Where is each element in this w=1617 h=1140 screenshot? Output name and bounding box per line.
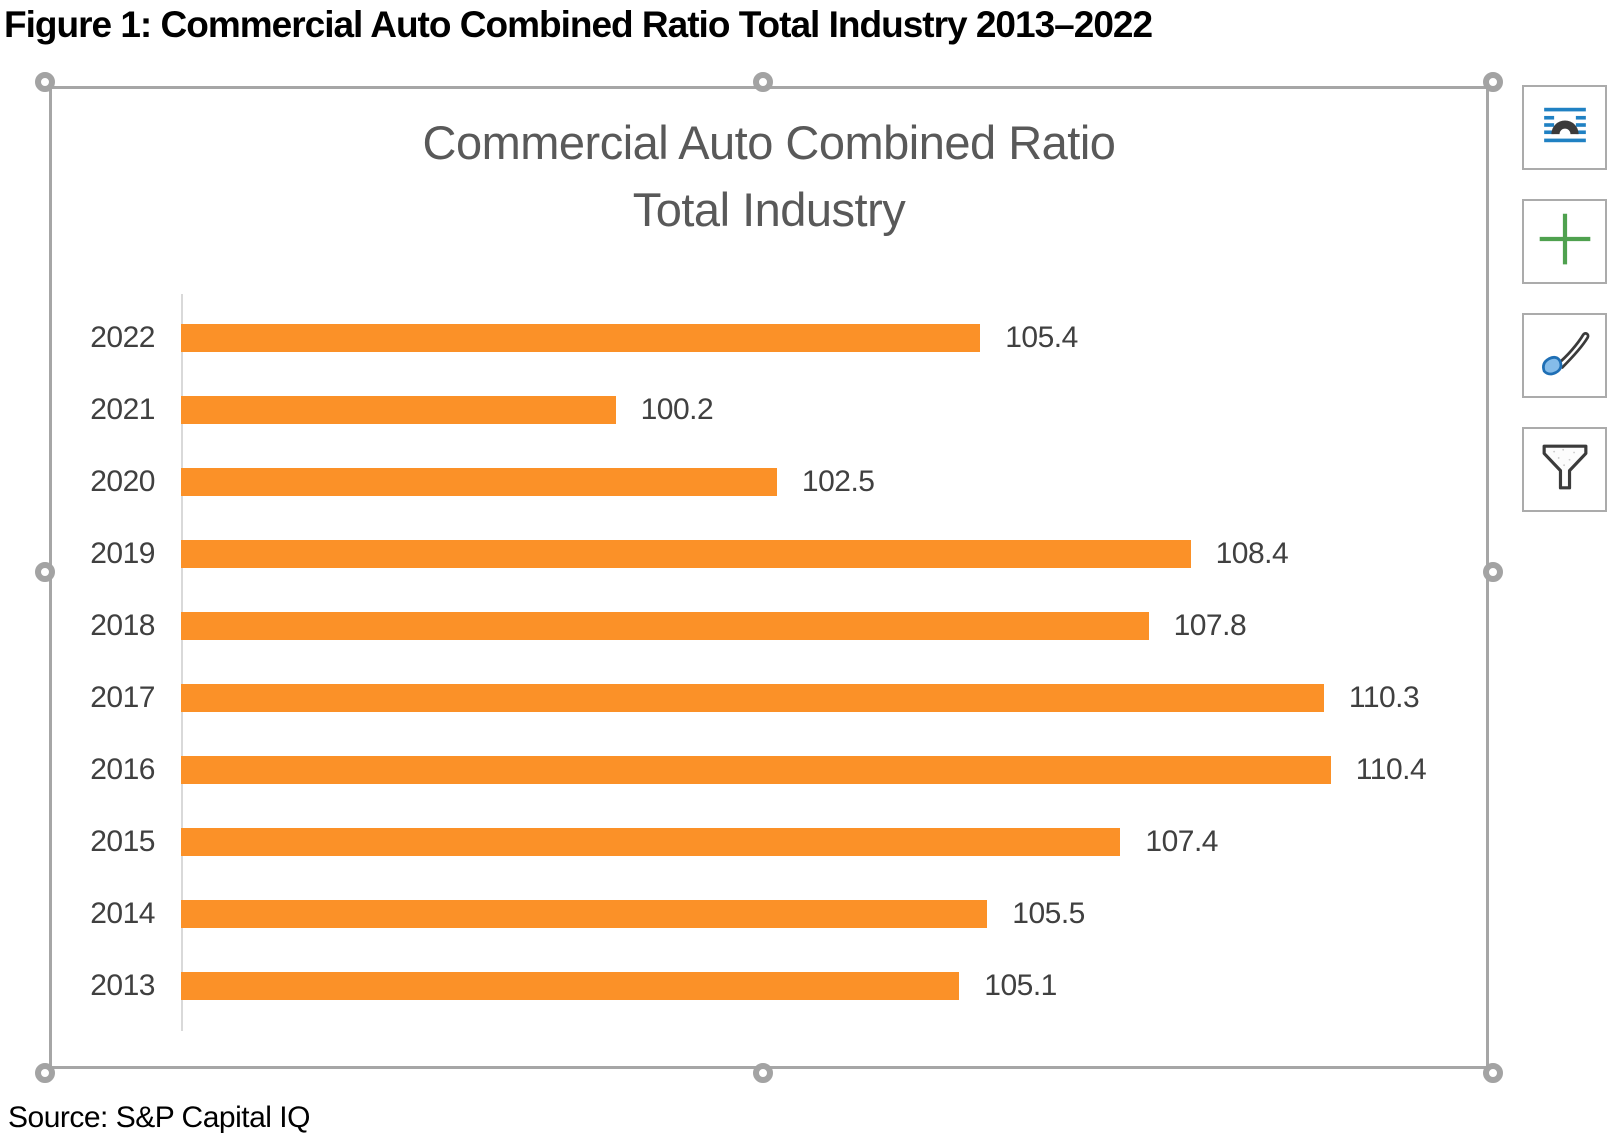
source-note: Source: S&P Capital IQ (8, 1101, 310, 1134)
chart-styles-button[interactable] (1522, 313, 1607, 398)
figure-caption: Figure 1: Commercial Auto Combined Ratio… (4, 4, 1153, 45)
data-label: 107.4 (1145, 825, 1218, 858)
chart-filters-button[interactable] (1522, 427, 1607, 512)
chart-row: 2014 105.5 (69, 878, 1443, 950)
bar-track: 107.4 (181, 825, 1443, 859)
bar-2013[interactable] (181, 972, 960, 1000)
data-label: 105.4 (1005, 321, 1078, 354)
category-label: 2020 (90, 465, 155, 498)
resize-handle-top-middle[interactable] (753, 72, 773, 92)
resize-handle-middle-right[interactable] (1483, 561, 1503, 582)
chart-row: 2022 105.4 (69, 302, 1443, 374)
chart-elements-button[interactable] (1522, 199, 1607, 284)
resize-handle-bottom-middle[interactable] (753, 1063, 773, 1083)
bar-2020[interactable] (181, 468, 777, 496)
bar-track: 100.2 (181, 393, 1443, 427)
resize-handle-middle-left[interactable] (35, 561, 55, 582)
resize-handle-top-left[interactable] (35, 72, 55, 92)
chart-row: 2016 110.4 (69, 734, 1443, 806)
chart-row: 2013 105.1 (69, 950, 1443, 1022)
chart-row: 2020 102.5 (69, 446, 1443, 518)
bar-track: 107.8 (181, 609, 1443, 643)
category-label: 2022 (90, 321, 155, 354)
category-label: 2013 (90, 969, 155, 1002)
data-label: 105.1 (984, 969, 1057, 1002)
data-label: 105.5 (1012, 897, 1085, 930)
plot-rows: 2022 105.4 2021 100.2 2020 102.5 2019 108.4 2018… (69, 302, 1443, 1022)
chart-row: 2018 107.8 (69, 590, 1443, 662)
chart-object[interactable]: Commercial Auto Combined Ratio Total Ind… (35, 72, 1503, 1083)
bar-2018[interactable] (181, 612, 1149, 640)
category-axis-line (181, 294, 183, 1031)
chart-row: 2021 100.2 (69, 374, 1443, 446)
data-label: 110.4 (1355, 753, 1427, 786)
resize-handle-top-right[interactable] (1483, 72, 1503, 92)
category-label: 2016 (90, 753, 155, 786)
bar-2021[interactable] (181, 396, 616, 424)
bar-2019[interactable] (181, 540, 1191, 568)
layout-options-icon (1536, 96, 1594, 159)
bar-2016[interactable] (181, 756, 1331, 784)
chart-title-line2: Total Industry (632, 182, 906, 236)
bar-track: 105.1 (181, 969, 1443, 1003)
layout-options-button[interactable] (1522, 85, 1607, 170)
bar-track: 102.5 (181, 465, 1443, 499)
bar-track: 105.5 (181, 897, 1443, 931)
bar-track: 105.4 (181, 321, 1443, 355)
category-label: 2015 (90, 825, 155, 858)
bar-2014[interactable] (181, 900, 988, 928)
chart-title[interactable]: Commercial Auto Combined Ratio Total Ind… (52, 110, 1486, 243)
resize-handle-bottom-left[interactable] (35, 1063, 55, 1083)
chart-row: 2019 108.4 (69, 518, 1443, 590)
data-label: 100.2 (640, 393, 714, 426)
chart-row: 2015 107.4 (69, 806, 1443, 878)
bar-2022[interactable] (181, 324, 981, 352)
data-label: 110.3 (1348, 681, 1420, 714)
category-label: 2021 (90, 393, 155, 426)
data-label: 102.5 (801, 465, 875, 498)
chart-title-line1: Commercial Auto Combined Ratio (422, 116, 1116, 169)
chart-row: 2017 110.3 (69, 662, 1443, 734)
category-label: 2014 (90, 897, 155, 930)
bar-track: 108.4 (181, 537, 1443, 571)
resize-handle-bottom-right[interactable] (1483, 1063, 1503, 1083)
category-label: 2018 (90, 609, 155, 642)
data-label: 107.8 (1173, 609, 1247, 642)
chart-elements-plus-icon (1535, 209, 1595, 274)
category-label: 2017 (90, 681, 155, 714)
bar-track: 110.4 (181, 753, 1443, 787)
bar-2017[interactable] (181, 684, 1324, 712)
chart-styles-brush-icon (1536, 324, 1594, 387)
bar-track: 110.3 (181, 681, 1443, 715)
chart-filters-funnel-icon (1536, 438, 1594, 501)
category-label: 2019 (90, 537, 155, 570)
bar-2015[interactable] (181, 828, 1121, 856)
data-label: 108.4 (1215, 537, 1289, 570)
